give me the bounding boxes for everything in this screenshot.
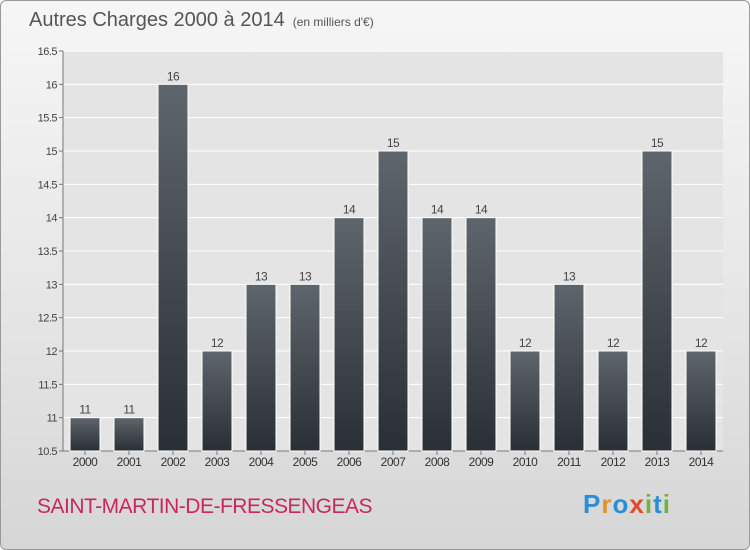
data-label: 11 bbox=[123, 403, 135, 417]
y-tick-label: 16.5 bbox=[38, 46, 58, 58]
bar bbox=[157, 83, 189, 452]
data-label: 13 bbox=[255, 269, 268, 283]
y-tick-label: 14.5 bbox=[38, 179, 58, 191]
y-tick-label: 12.5 bbox=[38, 313, 58, 325]
y-tick-label: 10.5 bbox=[38, 446, 58, 458]
x-tick-label: 2008 bbox=[425, 455, 451, 469]
bar bbox=[245, 283, 277, 452]
data-label: 15 bbox=[651, 136, 664, 150]
bar bbox=[553, 283, 585, 452]
y-tick-label: 16 bbox=[46, 79, 58, 91]
data-label: 11 bbox=[79, 403, 91, 417]
x-tick-label: 2010 bbox=[513, 455, 539, 469]
y-tick-label: 11.5 bbox=[38, 379, 57, 391]
y-tick-label: 12 bbox=[46, 346, 58, 358]
bar bbox=[685, 350, 717, 452]
data-label: 12 bbox=[519, 336, 532, 350]
data-label: 15 bbox=[387, 136, 400, 150]
bar bbox=[509, 350, 541, 452]
bar bbox=[377, 150, 409, 452]
bar bbox=[69, 417, 101, 452]
data-label: 12 bbox=[211, 336, 224, 350]
y-tick-label: 15.5 bbox=[38, 113, 58, 125]
data-label: 12 bbox=[607, 336, 620, 350]
x-tick-label: 2013 bbox=[645, 455, 671, 469]
x-tick-label: 2009 bbox=[469, 455, 495, 469]
unit-label: (en milliers d'€) bbox=[292, 15, 374, 29]
logo-letter: r bbox=[601, 489, 613, 519]
x-tick-label: 2012 bbox=[601, 455, 627, 469]
y-tick-label: 14 bbox=[46, 213, 58, 225]
bar bbox=[641, 150, 673, 452]
x-tick-label: 2005 bbox=[293, 455, 319, 469]
commune-name: SAINT-MARTIN-DE-FRESSENGEAS bbox=[37, 495, 373, 518]
x-tick-label: 2002 bbox=[161, 455, 187, 469]
x-tick-label: 2011 bbox=[557, 455, 582, 469]
x-tick-label: 2006 bbox=[337, 455, 363, 469]
logo-letter: o bbox=[612, 489, 630, 519]
chart-title: Autres Charges 2000 à 2014 (en milliers d… bbox=[29, 9, 374, 32]
logo-letter: i bbox=[644, 489, 654, 519]
x-tick-label: 2014 bbox=[689, 455, 715, 469]
x-tick-label: 2004 bbox=[249, 455, 275, 469]
proxiti-logo[interactable]: Proxiti bbox=[583, 489, 671, 520]
logo-letter: t bbox=[653, 489, 663, 519]
y-tick-label: 13.5 bbox=[38, 246, 58, 258]
x-tick-label: 2000 bbox=[73, 455, 99, 469]
bar bbox=[289, 283, 321, 452]
logo-letter: P bbox=[583, 489, 602, 519]
y-tick-label: 15 bbox=[46, 146, 58, 158]
y-tick-label: 11 bbox=[47, 413, 58, 425]
x-tick-label: 2007 bbox=[381, 455, 407, 469]
y-tick-label: 13 bbox=[46, 279, 58, 291]
x-tick-label: 2003 bbox=[205, 455, 231, 469]
data-label: 14 bbox=[343, 203, 356, 217]
data-label: 13 bbox=[299, 269, 312, 283]
data-label: 14 bbox=[431, 203, 444, 217]
bar bbox=[113, 417, 145, 452]
x-tick-label: 2001 bbox=[117, 455, 143, 469]
data-label: 12 bbox=[695, 336, 708, 350]
data-label: 16 bbox=[167, 69, 180, 83]
title-text: Autres Charges 2000 à 2014 bbox=[29, 9, 285, 31]
data-label: 14 bbox=[475, 203, 488, 217]
logo-letter: x bbox=[629, 489, 645, 519]
bar bbox=[201, 350, 233, 452]
bar bbox=[465, 217, 497, 452]
bar bbox=[333, 217, 365, 452]
data-label: 13 bbox=[563, 269, 576, 283]
bar bbox=[421, 217, 453, 452]
bar bbox=[597, 350, 629, 452]
logo-letter: i bbox=[662, 489, 671, 519]
